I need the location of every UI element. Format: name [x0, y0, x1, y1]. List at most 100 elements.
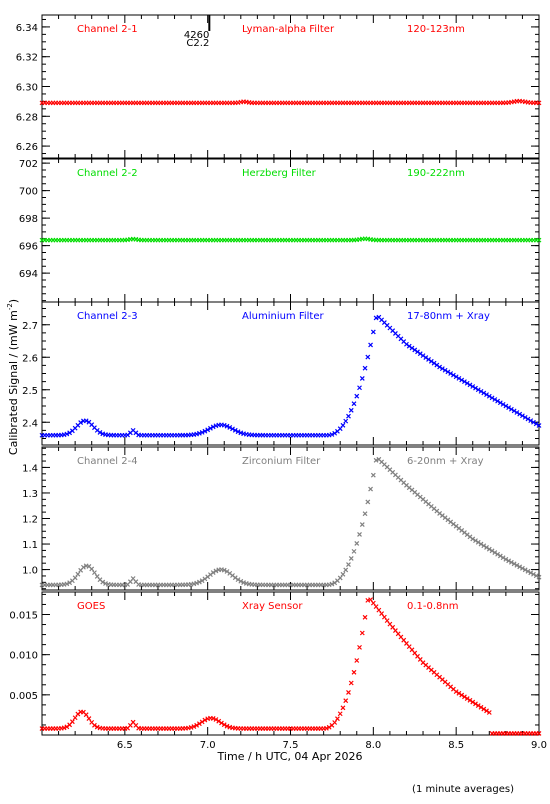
data-point — [478, 704, 484, 710]
data-point — [467, 697, 473, 703]
data-point — [191, 724, 197, 730]
data-point — [199, 719, 205, 725]
data-point — [232, 427, 238, 433]
data-point — [506, 405, 512, 411]
data-point — [346, 413, 351, 419]
data-point — [508, 406, 514, 412]
data-point — [475, 539, 481, 545]
channel-name: Channel 2-3 — [77, 311, 138, 322]
data-point — [442, 367, 448, 373]
data-point — [359, 630, 365, 636]
data-point — [343, 698, 349, 704]
data-point — [409, 345, 415, 351]
data-point — [489, 548, 495, 554]
data-point — [194, 580, 200, 586]
data-point — [332, 720, 338, 725]
data-point — [343, 567, 349, 573]
panel-frame — [41, 446, 540, 591]
data-point — [506, 558, 512, 564]
data-point — [365, 354, 371, 360]
y-tick-label: 0.015 — [9, 610, 38, 621]
band-label: 120-123nm — [407, 24, 465, 35]
y-axis-label-close: ) — [7, 299, 20, 303]
data-point — [481, 390, 487, 396]
data-point — [357, 644, 362, 650]
series-points — [39, 597, 542, 736]
data-point — [489, 395, 495, 401]
data-point — [208, 425, 213, 431]
y-tick-label: 6.30 — [16, 83, 38, 94]
data-point — [420, 353, 426, 359]
data-point — [362, 365, 368, 371]
data-point — [348, 407, 354, 413]
panels: 6.26 6.28 6.30 6.32 6.34 Channel 2-1 Lyman-alp… — [9, 14, 542, 736]
data-point — [533, 573, 539, 579]
filter-name: Herzberg Filter — [242, 168, 317, 179]
data-point — [80, 564, 86, 570]
y-tick-label: 6.26 — [16, 142, 38, 153]
data-point — [426, 356, 431, 362]
data-point — [92, 722, 97, 728]
data-point — [213, 568, 219, 574]
data-point — [497, 400, 503, 406]
data-point — [373, 457, 379, 463]
data-point — [508, 559, 514, 565]
data-point — [354, 540, 360, 546]
data-point — [459, 377, 465, 383]
flare-marker-class: C2.2 — [186, 38, 209, 49]
data-point — [520, 413, 525, 419]
data-point — [351, 401, 357, 407]
data-point — [495, 551, 501, 557]
data-point — [202, 428, 208, 434]
series-points — [39, 314, 542, 438]
panel-5: 0.005 0.010 0.015 GOES Xray Sensor 0.1-0.8nm — [9, 591, 542, 736]
data-point — [536, 574, 542, 580]
data-point — [359, 522, 365, 528]
panel-frame — [41, 158, 540, 303]
filter-name: Lyman-alpha Filter — [242, 24, 335, 35]
data-point — [528, 570, 534, 576]
data-point — [329, 581, 335, 587]
data-point — [453, 374, 459, 380]
data-point — [210, 424, 216, 430]
data-point — [340, 422, 346, 428]
data-point — [486, 393, 492, 399]
data-point — [199, 429, 205, 435]
data-point — [459, 692, 465, 698]
flare-marker-region: 4260 — [184, 30, 209, 41]
data-point — [434, 362, 440, 368]
y-tick-label: 2.6 — [22, 353, 38, 364]
y-tick-label: 1.3 — [22, 489, 38, 500]
data-point — [202, 717, 208, 723]
y-tick-label: 696 — [19, 242, 38, 253]
band-label: 6-20nm + Xray — [407, 456, 484, 467]
y-axis-label-superscript: -2 — [6, 303, 14, 310]
data-point — [531, 571, 536, 577]
data-point — [437, 364, 443, 370]
data-point — [340, 571, 346, 577]
data-point — [227, 425, 233, 430]
data-point — [199, 578, 205, 584]
data-point — [351, 548, 357, 554]
data-point — [464, 380, 470, 386]
data-point — [78, 420, 84, 426]
band-label: 0.1-0.8nm — [407, 601, 459, 612]
data-point — [481, 706, 487, 712]
data-point — [357, 385, 362, 391]
data-point — [415, 349, 420, 355]
data-point — [89, 566, 95, 572]
data-point — [64, 431, 70, 437]
data-point — [196, 721, 202, 727]
data-point — [230, 426, 235, 432]
y-tick-label: 1.1 — [22, 540, 38, 551]
y-tick-label: 6.34 — [16, 23, 38, 34]
y-tick-label: 6.28 — [16, 112, 38, 123]
data-point — [464, 696, 470, 702]
data-point — [503, 556, 509, 562]
filter-name: Xray Sensor — [242, 601, 303, 612]
data-point — [72, 575, 78, 581]
data-point — [470, 699, 476, 705]
data-point — [406, 343, 412, 349]
